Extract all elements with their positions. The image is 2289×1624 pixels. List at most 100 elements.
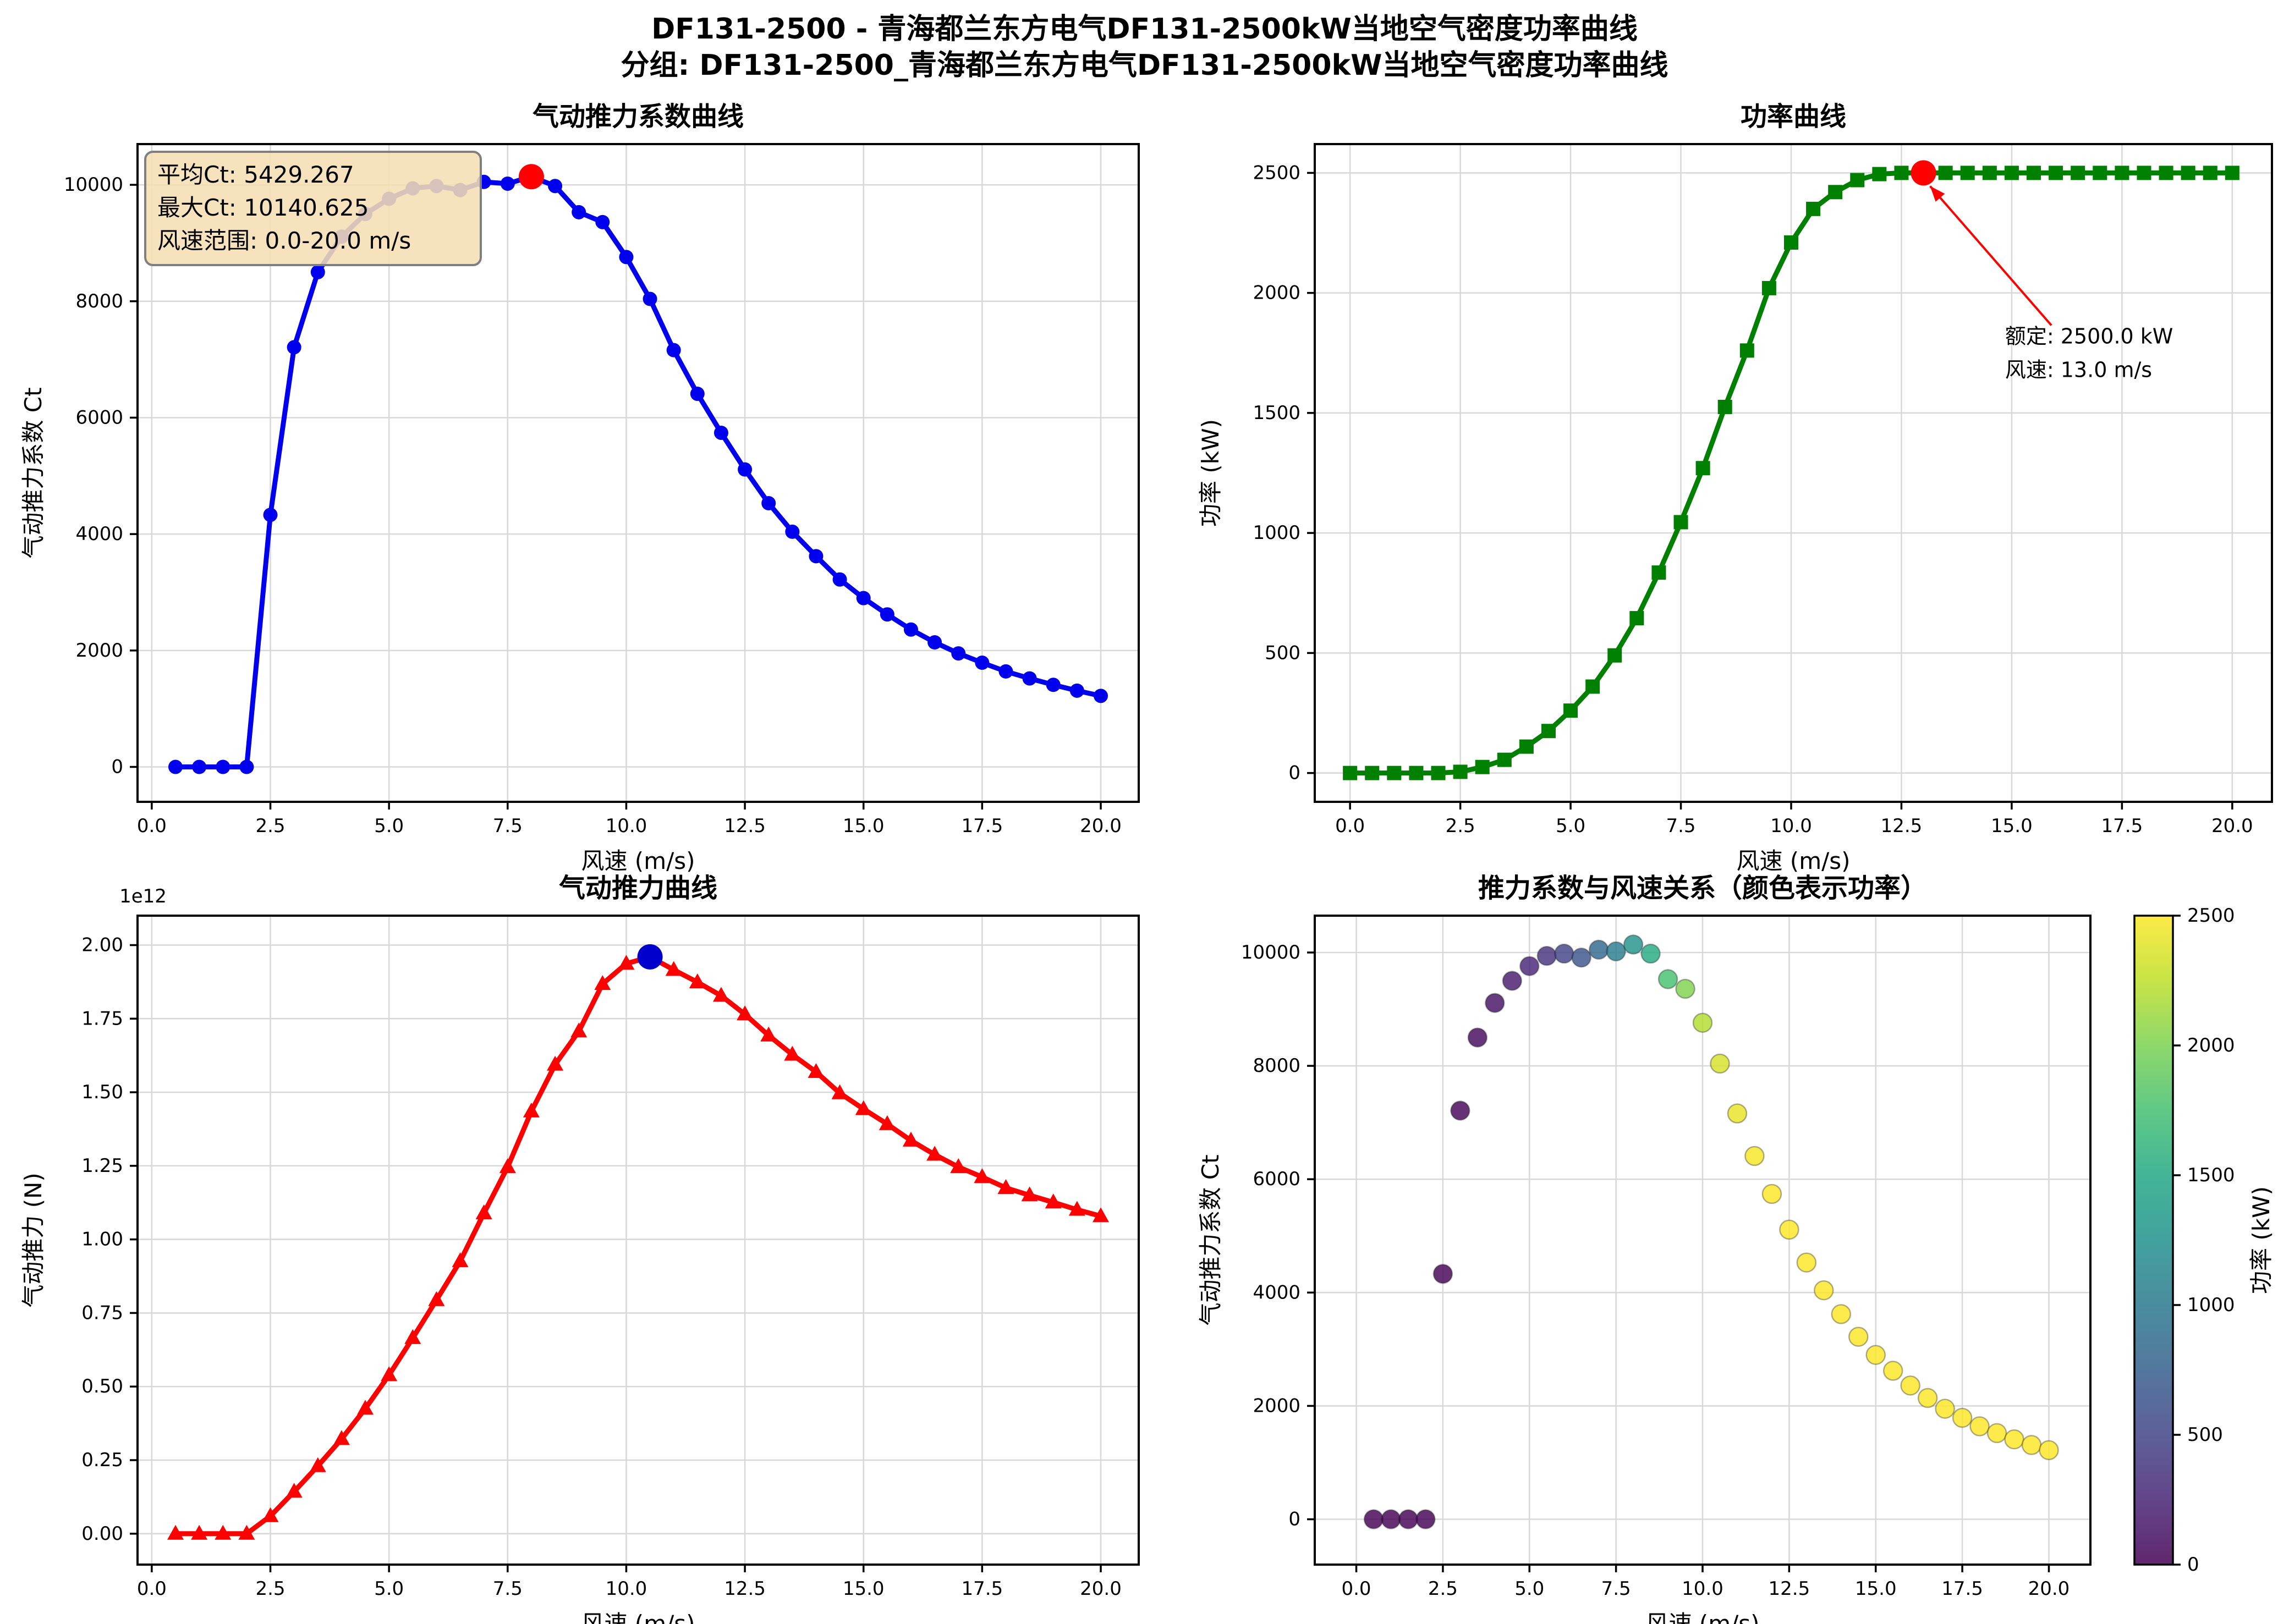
highlight-point [518, 164, 544, 190]
svg-text:0: 0 [1288, 762, 1300, 784]
svg-text:1000: 1000 [2187, 1294, 2235, 1316]
svg-text:5.0: 5.0 [374, 815, 404, 837]
svg-text:5.0: 5.0 [1556, 815, 1585, 837]
svg-text:2000: 2000 [2187, 1034, 2235, 1056]
svg-text:20.0: 20.0 [1080, 1578, 1122, 1600]
stats-infobox: 平均Ct: 5429.267 最大Ct: 10140.625 风速范围: 0.0-2… [144, 151, 482, 266]
subplot-title: 气动推力系数曲线 [533, 101, 744, 132]
svg-text:0: 0 [111, 756, 123, 778]
svg-text:1.50: 1.50 [81, 1081, 123, 1103]
y-axis-label: 功率 (kW) [1197, 419, 1224, 527]
svg-text:1.00: 1.00 [81, 1229, 123, 1251]
svg-text:1500: 1500 [2187, 1164, 2235, 1186]
y-axis-label: 气动推力系数 Ct [1197, 1154, 1224, 1325]
svg-text:0.50: 0.50 [81, 1375, 123, 1397]
svg-text:2000: 2000 [1253, 1395, 1300, 1417]
svg-text:4000: 4000 [75, 523, 123, 545]
chart-ct-curve: 平均Ct: 5429.267 最大Ct: 10140.625 风速范围: 0.0-2… [20, 101, 1140, 874]
svg-text:0.00: 0.00 [81, 1523, 123, 1545]
subplot-title: 功率曲线 [1741, 101, 1846, 132]
figure-suptitle-line1: DF131-2500 - 青海都兰东方电气DF131-2500kW当地空气密度功… [651, 13, 1638, 46]
chart-thrust-curve: 0.0 2.5 5.0 7.5 10.0 12.5 15.0 17.5 20.0 0.00 0.25… [20, 873, 1140, 1624]
svg-text:17.5: 17.5 [1941, 1578, 1983, 1600]
svg-text:0.0: 0.0 [1335, 815, 1365, 837]
svg-text:2000: 2000 [75, 640, 123, 662]
svg-text:0.0: 0.0 [137, 815, 167, 837]
series [1363, 934, 2059, 1529]
svg-text:20.0: 20.0 [2028, 1578, 2070, 1600]
grid [138, 916, 1139, 1565]
grid [1315, 144, 2272, 802]
axes-ticks: 0.0 2.5 5.0 7.5 10.0 12.5 15.0 17.5 20.0 0.00 0.25… [81, 934, 1122, 1600]
svg-text:1.75: 1.75 [81, 1008, 123, 1030]
x-axis-label: 风速 (m/s) [1645, 1610, 1759, 1624]
svg-text:4000: 4000 [1253, 1281, 1300, 1303]
svg-text:15.0: 15.0 [1855, 1578, 1897, 1600]
axes-ticks: 0.0 2.5 5.0 7.5 10.0 12.5 15.0 17.5 20.0 0 2000 400… [64, 174, 1122, 837]
svg-text:0: 0 [2187, 1554, 2199, 1576]
svg-text:10.0: 10.0 [606, 1578, 647, 1600]
x-axis-label: 风速 (m/s) [1736, 847, 1850, 874]
axes-ticks: 0.0 2.5 5.0 7.5 10.0 12.5 15.0 17.5 20.0 0 500 1000… [1253, 162, 2253, 836]
svg-text:500: 500 [2187, 1424, 2223, 1446]
axes-frame [1314, 143, 2273, 803]
svg-text:额定: 2500.0 kW: 额定: 2500.0 kW [2005, 324, 2173, 348]
axes-ticks: 0.0 2.5 5.0 7.5 10.0 12.5 15.0 17.5 20.0 0 2000 400… [1241, 942, 2070, 1600]
svg-text:12.5: 12.5 [724, 1578, 766, 1600]
colorbar-label: 功率 (kW) [2248, 1186, 2275, 1294]
svg-text:2.5: 2.5 [255, 1578, 285, 1600]
svg-text:0.25: 0.25 [81, 1449, 123, 1471]
x-axis-label: 风速 (m/s) [581, 847, 695, 874]
subplot-title: 推力系数与风速关系（颜色表示功率） [1478, 873, 1927, 904]
svg-text:10.0: 10.0 [1770, 815, 1812, 837]
svg-text:17.5: 17.5 [2101, 815, 2143, 837]
svg-text:2.00: 2.00 [81, 934, 123, 956]
svg-text:20.0: 20.0 [2211, 815, 2253, 837]
svg-text:10.0: 10.0 [1682, 1578, 1723, 1600]
svg-text:0.75: 0.75 [81, 1302, 123, 1324]
svg-text:17.5: 17.5 [962, 1578, 1003, 1600]
svg-text:12.5: 12.5 [1769, 1578, 1810, 1600]
svg-text:8000: 8000 [1253, 1055, 1300, 1077]
axes-frame [136, 915, 1140, 1566]
subplot-title: 气动推力曲线 [559, 873, 717, 904]
svg-text:2500: 2500 [1253, 162, 1300, 184]
svg-text:17.5: 17.5 [962, 815, 1003, 837]
svg-text:2.5: 2.5 [255, 815, 285, 837]
svg-text:风速: 13.0 m/s: 风速: 13.0 m/s [2005, 357, 2152, 382]
series [167, 948, 1109, 1540]
svg-text:1.25: 1.25 [81, 1155, 123, 1177]
svg-text:15.0: 15.0 [843, 1578, 885, 1600]
svg-text:0: 0 [1288, 1509, 1300, 1531]
svg-text:10000: 10000 [64, 174, 123, 196]
svg-text:7.5: 7.5 [493, 815, 523, 837]
grid [1315, 916, 2090, 1565]
highlight-point [1911, 160, 1936, 186]
svg-text:10000: 10000 [1241, 942, 1300, 964]
rated-annotation: 额定: 2500.0 kW 风速: 13.0 m/s [1929, 185, 2173, 382]
svg-text:15.0: 15.0 [1991, 815, 2033, 837]
svg-text:7.5: 7.5 [493, 1578, 523, 1600]
svg-text:7.5: 7.5 [1666, 815, 1695, 837]
y-axis-label: 气动推力 (N) [20, 1172, 47, 1308]
svg-text:10.0: 10.0 [606, 815, 647, 837]
y-axis-label: 气动推力系数 Ct [20, 387, 47, 558]
svg-text:500: 500 [1265, 642, 1300, 664]
svg-text:1000: 1000 [1253, 522, 1300, 544]
chart-ct-scatter: 0.0 2.5 5.0 7.5 10.0 12.5 15.0 17.5 20.0 0 2000 400… [1197, 873, 2275, 1624]
svg-text:8000: 8000 [75, 290, 123, 312]
svg-text:5.0: 5.0 [1514, 1578, 1544, 1600]
svg-text:2.5: 2.5 [1446, 815, 1475, 837]
svg-text:15.0: 15.0 [843, 815, 885, 837]
svg-text:2.5: 2.5 [1428, 1578, 1458, 1600]
svg-text:2000: 2000 [1253, 282, 1300, 304]
svg-text:7.5: 7.5 [1601, 1578, 1631, 1600]
highlight-point [637, 944, 663, 970]
svg-text:6000: 6000 [75, 406, 123, 428]
svg-text:平均Ct: 5429.267: 平均Ct: 5429.267 [157, 161, 354, 188]
svg-text:2500: 2500 [2187, 905, 2235, 927]
svg-text:20.0: 20.0 [1080, 815, 1122, 837]
x-axis-label: 风速 (m/s) [581, 1610, 695, 1624]
axes-frame [136, 143, 1140, 803]
svg-text:12.5: 12.5 [724, 815, 766, 837]
